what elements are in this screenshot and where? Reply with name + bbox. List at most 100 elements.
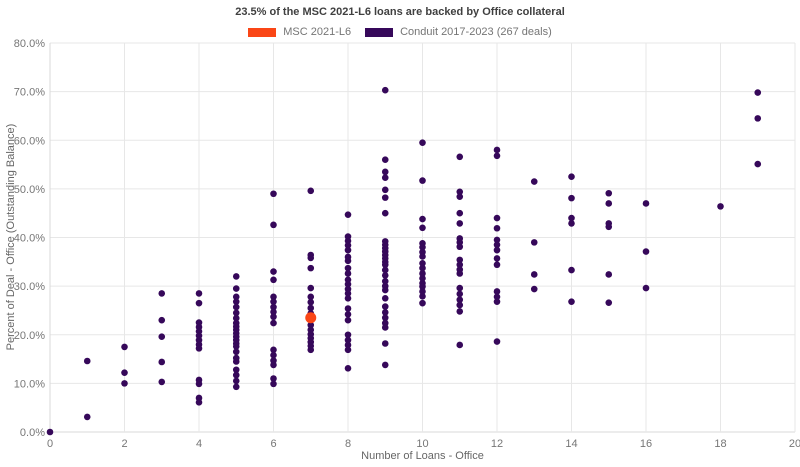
conduit-data-point[interactable] xyxy=(381,314,389,322)
conduit-data-point[interactable] xyxy=(381,309,389,316)
conduit-data-point[interactable] xyxy=(605,200,613,207)
conduit-data-point[interactable] xyxy=(381,174,389,181)
conduit-data-point[interactable] xyxy=(568,220,575,227)
conduit-data-point[interactable] xyxy=(83,357,91,365)
conduit-data-point[interactable] xyxy=(270,319,277,327)
conduit-data-point[interactable] xyxy=(754,160,762,168)
conduit-data-point[interactable] xyxy=(344,246,352,254)
conduit-data-point[interactable] xyxy=(344,331,352,339)
conduit-data-point[interactable] xyxy=(270,298,277,305)
conduit-data-point[interactable] xyxy=(419,177,426,184)
conduit-data-point[interactable] xyxy=(381,340,389,347)
conduit-data-point[interactable] xyxy=(456,290,464,298)
conduit-data-point[interactable] xyxy=(344,264,352,272)
conduit-data-point[interactable] xyxy=(232,366,240,374)
conduit-data-point[interactable] xyxy=(493,224,501,232)
conduit-data-point[interactable] xyxy=(381,286,389,294)
conduit-data-point[interactable] xyxy=(232,371,240,379)
conduit-data-point[interactable] xyxy=(456,270,464,277)
conduit-data-point[interactable] xyxy=(456,153,464,161)
conduit-data-point[interactable] xyxy=(381,294,389,302)
conduit-data-point[interactable] xyxy=(717,203,724,210)
conduit-data-point[interactable] xyxy=(307,264,315,272)
conduit-data-point[interactable] xyxy=(344,346,352,354)
conduit-data-point[interactable] xyxy=(270,346,277,354)
conduit-data-point[interactable] xyxy=(307,293,315,301)
conduit-data-point[interactable] xyxy=(344,290,352,297)
conduit-data-point[interactable] xyxy=(456,284,464,292)
conduit-data-point[interactable] xyxy=(456,256,464,264)
conduit-data-point[interactable] xyxy=(381,209,389,217)
conduit-data-point[interactable] xyxy=(232,383,240,391)
conduit-data-point[interactable] xyxy=(270,276,277,284)
conduit-data-point[interactable] xyxy=(381,361,389,369)
conduit-data-point[interactable] xyxy=(232,309,240,317)
conduit-data-point[interactable] xyxy=(83,413,91,421)
conduit-data-point[interactable] xyxy=(232,303,240,311)
conduit-data-point[interactable] xyxy=(232,273,240,280)
conduit-data-point[interactable] xyxy=(344,257,352,265)
conduit-data-point[interactable] xyxy=(493,152,501,160)
conduit-data-point[interactable] xyxy=(568,194,575,202)
conduit-data-point[interactable] xyxy=(381,303,389,310)
conduit-data-point[interactable] xyxy=(195,299,203,307)
conduit-data-point[interactable] xyxy=(456,261,464,269)
conduit-data-point[interactable] xyxy=(456,193,464,200)
conduit-data-point[interactable] xyxy=(344,211,352,218)
conduit-data-point[interactable] xyxy=(493,338,501,345)
conduit-data-point[interactable] xyxy=(270,313,277,321)
conduit-data-point[interactable] xyxy=(195,290,203,297)
conduit-data-point[interactable] xyxy=(493,236,501,244)
conduit-data-point[interactable] xyxy=(307,304,315,312)
conduit-data-point[interactable] xyxy=(568,266,575,274)
conduit-data-point[interactable] xyxy=(419,270,426,277)
conduit-data-point[interactable] xyxy=(344,336,352,344)
conduit-data-point[interactable] xyxy=(493,246,501,254)
conduit-data-point[interactable] xyxy=(270,303,277,311)
conduit-data-point[interactable] xyxy=(381,266,389,274)
conduit-data-point[interactable] xyxy=(605,223,613,231)
conduit-data-point[interactable] xyxy=(456,301,464,309)
msc-data-point[interactable] xyxy=(305,312,317,324)
conduit-data-point[interactable] xyxy=(344,294,352,302)
conduit-data-point[interactable] xyxy=(344,365,352,372)
conduit-data-point[interactable] xyxy=(456,308,464,315)
conduit-data-point[interactable] xyxy=(121,343,128,351)
conduit-data-point[interactable] xyxy=(381,272,389,279)
conduit-data-point[interactable] xyxy=(419,293,426,300)
conduit-data-point[interactable] xyxy=(270,375,277,382)
conduit-data-point[interactable] xyxy=(605,299,613,306)
conduit-data-point[interactable] xyxy=(568,298,575,305)
conduit-data-point[interactable] xyxy=(270,308,277,316)
conduit-data-point[interactable] xyxy=(232,358,240,365)
conduit-data-point[interactable] xyxy=(270,380,277,388)
conduit-data-point[interactable] xyxy=(381,86,389,94)
conduit-data-point[interactable] xyxy=(419,243,426,251)
conduit-data-point[interactable] xyxy=(381,277,389,285)
conduit-data-point[interactable] xyxy=(344,241,352,249)
conduit-data-point[interactable] xyxy=(307,187,315,195)
conduit-data-point[interactable] xyxy=(530,239,538,246)
conduit-data-point[interactable] xyxy=(344,316,352,324)
conduit-data-point[interactable] xyxy=(232,298,240,305)
conduit-data-point[interactable] xyxy=(46,428,54,436)
conduit-data-point[interactable] xyxy=(270,268,277,275)
conduit-data-point[interactable] xyxy=(270,293,277,301)
legend-item-conduit[interactable]: Conduit 2017-2023 (267 deals) xyxy=(365,26,552,38)
conduit-data-point[interactable] xyxy=(344,270,352,277)
conduit-data-point[interactable] xyxy=(456,296,464,304)
conduit-data-point[interactable] xyxy=(195,399,203,406)
conduit-data-point[interactable] xyxy=(419,299,426,307)
conduit-data-point[interactable] xyxy=(456,243,464,251)
conduit-data-point[interactable] xyxy=(493,255,501,262)
conduit-data-point[interactable] xyxy=(232,343,240,350)
conduit-data-point[interactable] xyxy=(530,271,538,278)
conduit-data-point[interactable] xyxy=(232,293,240,301)
conduit-data-point[interactable] xyxy=(121,369,128,376)
conduit-data-point[interactable] xyxy=(456,220,464,227)
conduit-data-point[interactable] xyxy=(493,298,501,305)
conduit-data-point[interactable] xyxy=(456,341,464,349)
conduit-data-point[interactable] xyxy=(158,358,166,366)
conduit-data-point[interactable] xyxy=(493,214,501,222)
conduit-data-point[interactable] xyxy=(381,156,389,163)
